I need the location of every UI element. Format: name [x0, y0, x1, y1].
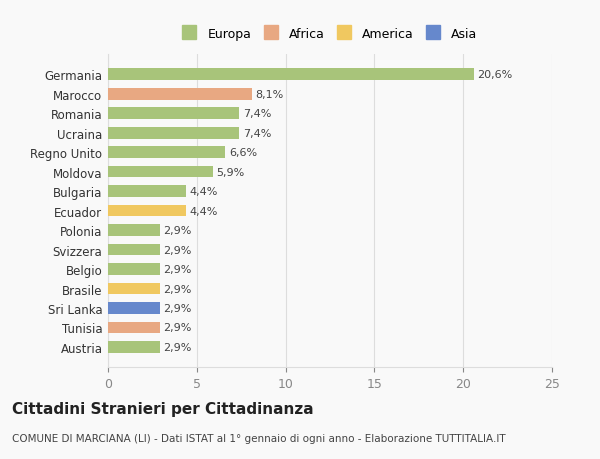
Text: 2,9%: 2,9%: [163, 284, 191, 294]
Text: 2,9%: 2,9%: [163, 303, 191, 313]
Bar: [108, 322, 160, 334]
Bar: [108, 302, 160, 314]
Bar: [108, 283, 160, 295]
Bar: [108, 89, 252, 101]
Text: 6,6%: 6,6%: [229, 148, 257, 158]
Text: 2,9%: 2,9%: [163, 323, 191, 333]
Bar: [108, 263, 160, 275]
Bar: [108, 69, 474, 81]
Bar: [108, 108, 239, 120]
Text: 4,4%: 4,4%: [190, 206, 218, 216]
Bar: [108, 205, 186, 217]
Text: 7,4%: 7,4%: [243, 129, 271, 139]
Text: 2,9%: 2,9%: [163, 264, 191, 274]
Bar: [108, 225, 160, 236]
Bar: [108, 341, 160, 353]
Text: 20,6%: 20,6%: [478, 70, 512, 80]
Text: 7,4%: 7,4%: [243, 109, 271, 119]
Text: COMUNE DI MARCIANA (LI) - Dati ISTAT al 1° gennaio di ogni anno - Elaborazione T: COMUNE DI MARCIANA (LI) - Dati ISTAT al …: [12, 433, 506, 442]
Bar: [108, 244, 160, 256]
Bar: [108, 167, 213, 178]
Text: Cittadini Stranieri per Cittadinanza: Cittadini Stranieri per Cittadinanza: [12, 401, 314, 416]
Text: 2,9%: 2,9%: [163, 342, 191, 352]
Text: 5,9%: 5,9%: [217, 167, 245, 177]
Text: 2,9%: 2,9%: [163, 225, 191, 235]
Text: 4,4%: 4,4%: [190, 187, 218, 197]
Bar: [108, 147, 225, 159]
Bar: [108, 128, 239, 139]
Text: 2,9%: 2,9%: [163, 245, 191, 255]
Text: 8,1%: 8,1%: [256, 90, 284, 100]
Bar: [108, 186, 186, 197]
Legend: Europa, Africa, America, Asia: Europa, Africa, America, Asia: [176, 21, 484, 47]
